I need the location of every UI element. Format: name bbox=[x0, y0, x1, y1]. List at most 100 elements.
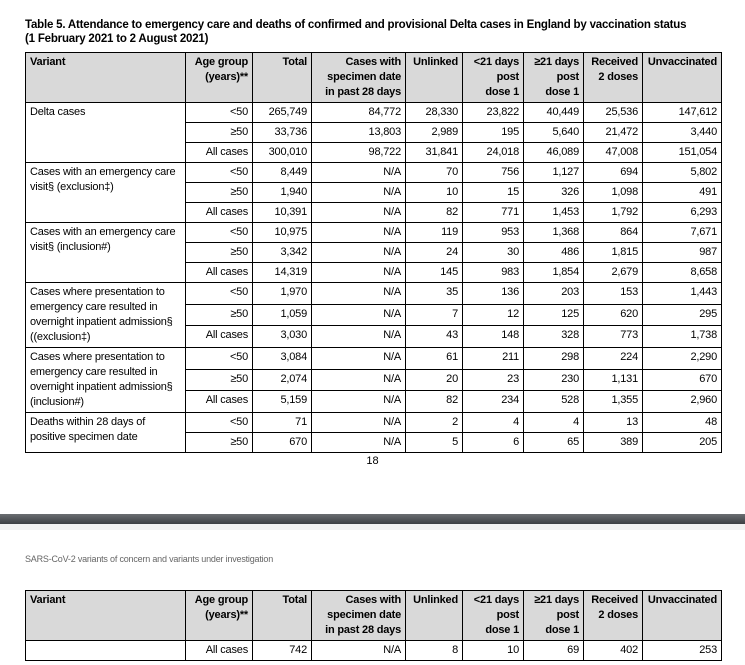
value-cell: N/A bbox=[311, 162, 406, 183]
value-cell: N/A bbox=[311, 262, 406, 283]
value-cell: 987 bbox=[642, 242, 722, 263]
value-cell: 253 bbox=[642, 640, 722, 661]
attendance-table: Variant Age group (years)** Total Cases with… bbox=[25, 52, 722, 453]
header-line: post bbox=[496, 71, 520, 83]
value-cell: 300,010 bbox=[252, 142, 312, 163]
value-cell: 40,449 bbox=[523, 102, 584, 123]
age-group-cell: <50 bbox=[185, 102, 253, 123]
value-cell: 1,815 bbox=[583, 242, 643, 263]
value-cell: 1,355 bbox=[583, 390, 643, 413]
value-cell: 148 bbox=[462, 325, 524, 348]
header-line: Cases with bbox=[345, 56, 402, 68]
table-row: ≥50 2,074 N/A 20 23 230 1,131 670 bbox=[26, 368, 722, 392]
value-cell: 125 bbox=[523, 303, 584, 327]
value-cell: 2 bbox=[405, 412, 463, 433]
value-cell: N/A bbox=[311, 412, 406, 433]
value-cell: 70 bbox=[405, 162, 463, 183]
value-cell: 670 bbox=[642, 368, 722, 392]
value-cell: 35 bbox=[405, 282, 463, 305]
table-row: ≥50 670 N/A 5 6 65 389 205 bbox=[26, 432, 722, 453]
value-cell: 48 bbox=[642, 412, 722, 433]
value-cell: 1,127 bbox=[523, 162, 584, 183]
table-row: All cases 742 N/A 8 10 69 402 253 bbox=[25, 640, 722, 661]
header-variant: Variant bbox=[25, 590, 186, 641]
value-cell: 69 bbox=[523, 640, 584, 661]
value-cell: 389 bbox=[583, 432, 643, 453]
header-line: (years)** bbox=[205, 609, 248, 621]
age-group-cell: <50 bbox=[185, 282, 253, 305]
variant-cell: Cases where presentation to emergency ca… bbox=[25, 347, 186, 413]
value-cell: 1,792 bbox=[583, 202, 643, 223]
header-lt21-days: <21 days post dose 1 bbox=[462, 52, 524, 103]
table-row: Cases with an emergency care visit§ (exc… bbox=[25, 162, 722, 223]
value-cell: 6,293 bbox=[642, 202, 722, 223]
page-gap bbox=[0, 524, 745, 530]
table-row: Cases where presentation to emergency ca… bbox=[25, 347, 722, 413]
value-cell: 10 bbox=[405, 182, 463, 203]
value-cell: 13 bbox=[583, 412, 643, 433]
value-cell: 23,822 bbox=[462, 102, 524, 123]
header-line: Age group bbox=[194, 56, 248, 68]
value-cell: 402 bbox=[583, 640, 643, 661]
age-group-cell: All cases bbox=[185, 202, 253, 223]
value-cell: N/A bbox=[311, 303, 406, 327]
table-row: All cases 300,010 98,722 31,841 24,018 46,089… bbox=[26, 142, 722, 163]
header-unlinked: Unlinked bbox=[405, 590, 463, 641]
value-cell: 4 bbox=[462, 412, 524, 433]
value-cell: 491 bbox=[642, 182, 722, 203]
value-cell: 620 bbox=[583, 303, 643, 327]
header-line: Age group bbox=[194, 594, 248, 606]
header-line: <21 days bbox=[473, 56, 519, 68]
value-cell: 203 bbox=[523, 282, 584, 305]
age-group-cell: <50 bbox=[185, 412, 253, 433]
value-cell: 8 bbox=[405, 640, 463, 661]
header-unlinked: Unlinked bbox=[405, 52, 463, 103]
header-lt21-days: <21 days post dose 1 bbox=[462, 590, 524, 641]
header-line: post bbox=[556, 609, 580, 621]
value-cell: 1,443 bbox=[642, 282, 722, 305]
attendance-table-continued: Variant Age group (years)** Total Cases with… bbox=[25, 590, 722, 661]
value-cell: 3,342 bbox=[252, 242, 312, 263]
value-cell: 326 bbox=[523, 182, 584, 203]
table-row: Cases with an emergency care visit§ (inc… bbox=[25, 222, 722, 283]
value-cell: 2,290 bbox=[642, 347, 722, 370]
header-ge21-days: ≥21 days post dose 1 bbox=[523, 52, 584, 103]
value-cell: N/A bbox=[311, 347, 406, 370]
value-cell: 119 bbox=[405, 222, 463, 243]
value-cell: 1,738 bbox=[642, 325, 722, 348]
table-title: Table 5. Attendance to emergency care an… bbox=[25, 19, 687, 45]
age-group-cell: ≥50 bbox=[185, 122, 253, 143]
header-line: dose 1 bbox=[545, 86, 579, 98]
variant-cell: Cases with an emergency care visit§ (exc… bbox=[25, 162, 186, 223]
value-cell: 5,159 bbox=[252, 390, 312, 413]
age-group-cell: All cases bbox=[185, 325, 253, 348]
value-cell: 1,368 bbox=[523, 222, 584, 243]
header-received-2-doses: Received 2 doses bbox=[583, 590, 643, 641]
value-cell: N/A bbox=[311, 282, 406, 305]
value-cell: 1,059 bbox=[252, 303, 312, 327]
value-cell: 1,131 bbox=[583, 368, 643, 392]
value-cell: 486 bbox=[523, 242, 584, 263]
value-cell: 1,854 bbox=[523, 262, 584, 283]
value-cell: 756 bbox=[462, 162, 524, 183]
value-cell: N/A bbox=[311, 368, 406, 392]
variant-cell: Cases where presentation to emergency ca… bbox=[25, 282, 186, 348]
value-cell: 3,440 bbox=[642, 122, 722, 143]
header-age-group: Age group (years)** bbox=[185, 52, 253, 103]
table-row: All cases 10,391 N/A 82 771 1,453 1,792 6,293 bbox=[26, 202, 722, 223]
value-cell: 47,008 bbox=[583, 142, 643, 163]
value-cell: 3,084 bbox=[252, 347, 312, 370]
value-cell: 295 bbox=[642, 303, 722, 327]
header-line: in past 28 days bbox=[325, 86, 401, 98]
value-cell: 742 bbox=[252, 640, 312, 661]
table-row: All cases 14,319 N/A 145 983 1,854 2,679 8,658 bbox=[26, 262, 722, 283]
value-cell: 136 bbox=[462, 282, 524, 305]
value-cell: 151,054 bbox=[642, 142, 722, 163]
value-cell: 71 bbox=[252, 412, 312, 433]
page-number: 18 bbox=[366, 455, 379, 467]
value-cell: 20 bbox=[405, 368, 463, 392]
header-line: (years)** bbox=[205, 71, 248, 83]
header-unvaccinated: Unvaccinated bbox=[642, 52, 722, 103]
age-group-cell: ≥50 bbox=[185, 182, 253, 203]
header-row: Variant Age group (years)** Total Cases with… bbox=[25, 590, 722, 641]
